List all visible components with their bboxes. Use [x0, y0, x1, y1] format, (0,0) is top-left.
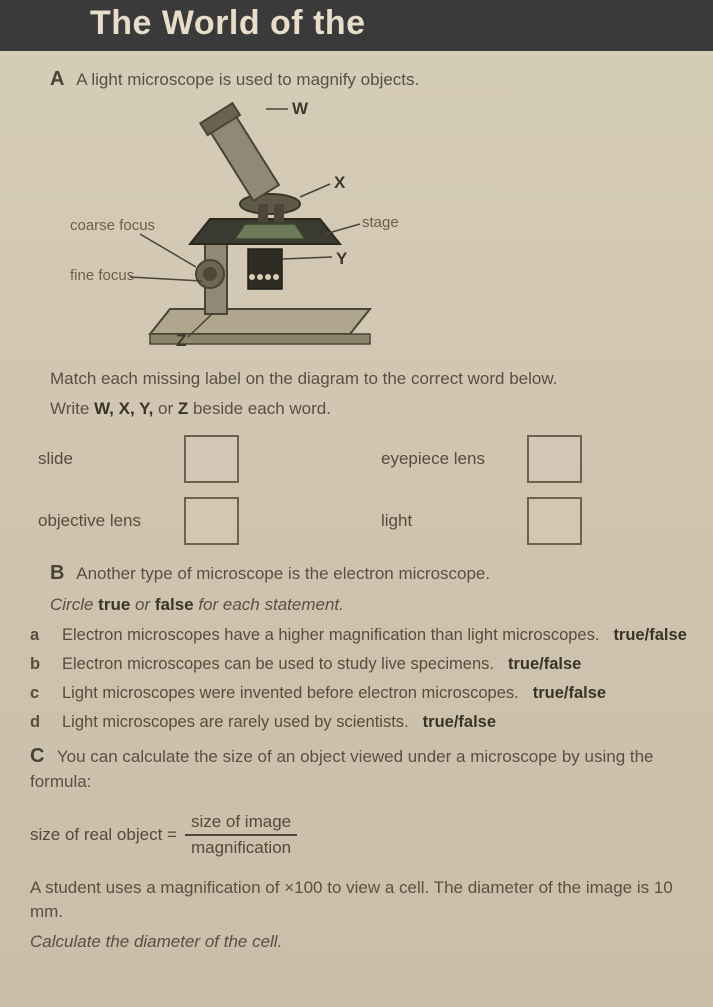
label-y: Y [336, 249, 347, 269]
section-letter-a: A [50, 68, 64, 90]
stmt-letter: d [30, 713, 48, 732]
word-objective: objective lens [38, 511, 158, 531]
formula-fraction: size of image magnification [185, 810, 297, 860]
section-c-text: You can calculate the size of an object … [30, 747, 654, 791]
answer-box-light[interactable] [527, 497, 582, 545]
ci-post: for each statement. [194, 595, 344, 614]
match-instruction-1: Match each missing label on the diagram … [50, 367, 691, 391]
statement-b: b Electron microscopes can be used to st… [30, 655, 691, 674]
ci-true: true [98, 595, 130, 614]
section-a-text: A light microscope is used to magnify ob… [76, 70, 419, 89]
ci-pre: Circle [50, 595, 98, 614]
word-eyepiece: eyepiece lens [381, 449, 501, 469]
stmt-text: Electron microscopes have a higher magni… [62, 626, 599, 645]
word-slide: slide [38, 449, 158, 469]
match-row-2: objective lens light [38, 497, 691, 545]
formula-lhs: size of real object = [30, 825, 177, 845]
section-c-intro: C You can calculate the size of an objec… [30, 742, 691, 794]
section-b-intro: B Another type of microscope is the elec… [50, 559, 691, 587]
formula-numerator: size of image [185, 810, 297, 834]
worksheet-page: The World of the A A light microscope is… [0, 0, 713, 1007]
problem-text: A student uses a magnification of ×100 t… [30, 876, 691, 924]
stmt-text: Electron microscopes can be used to stud… [62, 655, 494, 674]
label-x: X [334, 173, 345, 193]
stmt-text: Light microscopes are rarely used by sci… [62, 713, 409, 732]
answer-box-objective[interactable] [184, 497, 239, 545]
section-letter-b: B [50, 562, 64, 584]
stmt-letter: b [30, 655, 48, 674]
true-false-d[interactable]: true/false [423, 713, 496, 732]
label-fine: fine focus [70, 267, 134, 284]
formula: size of real object = size of image magn… [30, 810, 297, 860]
true-false-a[interactable]: true/false [613, 626, 686, 645]
word-light: light [381, 511, 501, 531]
mi2-mid: or [153, 399, 178, 418]
answer-box-eyepiece[interactable] [527, 435, 582, 483]
mi2-b1: W, X, Y, [94, 399, 153, 418]
section-b-text: Another type of microscope is the electr… [76, 564, 490, 583]
match-row-1: slide eyepiece lens [38, 435, 691, 483]
section-a-intro: A A light microscope is used to magnify … [50, 65, 691, 93]
circle-instruction: Circle true or false for each statement. [50, 593, 691, 617]
ci-or: or [130, 595, 155, 614]
mi2-pre: Write [50, 399, 94, 418]
mi2-b2: Z [178, 399, 188, 418]
answer-box-slide[interactable] [184, 435, 239, 483]
stmt-letter: a [30, 626, 48, 645]
label-z: Z [176, 331, 186, 351]
statement-d: d Light microscopes are rarely used by s… [30, 713, 691, 732]
microscope-diagram: W X stage Y coarse focus fine focus Z [70, 99, 450, 359]
formula-denominator: magnification [185, 836, 297, 860]
statement-a: a Electron microscopes have a higher mag… [30, 626, 691, 645]
label-stage: stage [362, 214, 399, 231]
mi2-post: beside each word. [188, 399, 331, 418]
true-false-c[interactable]: true/false [533, 684, 606, 703]
statement-c: c Light microscopes were invented before… [30, 684, 691, 703]
task-text: Calculate the diameter of the cell. [30, 930, 691, 954]
title-band: The World of the [0, 0, 713, 51]
section-letter-c: C [30, 745, 44, 767]
stmt-letter: c [30, 684, 48, 703]
stmt-text: Light microscopes were invented before e… [62, 684, 519, 703]
true-false-b[interactable]: true/false [508, 655, 581, 674]
match-instruction-2: Write W, X, Y, or Z beside each word. [50, 397, 691, 421]
ci-false: false [155, 595, 194, 614]
label-w: W [292, 99, 308, 119]
label-coarse: coarse focus [70, 217, 155, 234]
